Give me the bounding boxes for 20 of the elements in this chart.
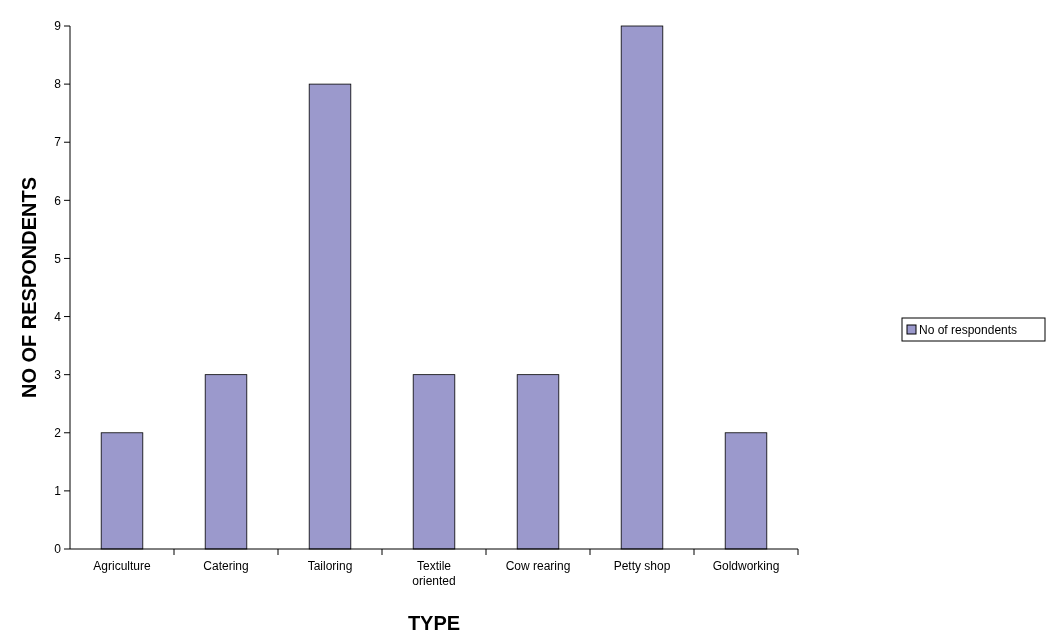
- y-tick-label: 8: [54, 77, 62, 92]
- y-tick-label: 6: [54, 193, 62, 208]
- x-tick-label: Textile oriented: [412, 559, 456, 588]
- y-tick-label: 2: [54, 425, 62, 440]
- y-tick-label: 5: [54, 251, 62, 266]
- y-tick-label: 0: [54, 542, 62, 557]
- x-axis-title: TYPE: [407, 612, 461, 634]
- y-tick-label: 9: [54, 19, 62, 34]
- x-tick-label: Tailoring: [307, 559, 353, 573]
- y-tick-label: 7: [54, 135, 62, 150]
- x-tick-label: Cow rearing: [505, 559, 571, 573]
- y-tick-label: 1: [54, 484, 62, 499]
- x-tick-label: Catering: [203, 559, 249, 573]
- x-tick-label: Petty shop: [613, 559, 671, 573]
- y-axis-title: NO OF RESPONDENTS: [18, 176, 40, 399]
- y-tick-label: 3: [54, 367, 62, 382]
- legend-label: No of respondents: [919, 323, 1018, 337]
- x-tick-label: Agriculture: [93, 559, 151, 573]
- x-tick-label: Goldworking: [712, 559, 780, 573]
- y-tick-label: 4: [54, 309, 62, 324]
